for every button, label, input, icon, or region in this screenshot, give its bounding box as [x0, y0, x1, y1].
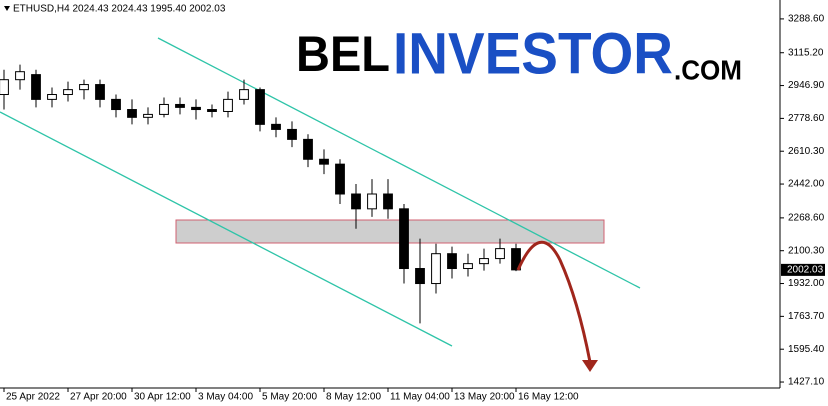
title-marker	[4, 6, 10, 11]
candle-body	[319, 158, 329, 165]
candle-body	[239, 89, 249, 100]
x-tick-label: 13 May 20:00	[454, 392, 515, 403]
y-tick-label: 2442.00	[788, 179, 825, 190]
candle-body	[63, 89, 73, 96]
candle-body	[159, 103, 169, 115]
forecast-arrow	[516, 240, 592, 363]
candle-body	[143, 113, 153, 118]
candle-body	[207, 109, 217, 112]
watermark-bel: BEL	[296, 26, 390, 82]
y-tick-label: 2100.30	[788, 245, 825, 256]
arrow-head	[582, 360, 598, 372]
x-tick-label: 3 May 04:00	[198, 392, 253, 403]
x-tick-label: 16 May 12:00	[518, 392, 579, 403]
last-price-box	[781, 263, 825, 276]
candle-body	[399, 208, 409, 270]
y-tick-label: 3288.60	[788, 14, 825, 25]
candle-body	[367, 193, 377, 210]
candle-body	[175, 103, 185, 108]
chart-title: ETHUSD,H4 2024.43 2024.43 1995.40 2002.0…	[13, 4, 226, 15]
candle-body	[383, 193, 393, 210]
candle-body	[47, 94, 57, 100]
candle-body	[127, 109, 137, 118]
watermark-com: .COM	[674, 54, 742, 85]
watermark-investor: INVESTOR	[393, 21, 673, 86]
x-tick-label: 8 May 12:00	[326, 392, 381, 403]
candle-body	[335, 163, 345, 195]
candle-body	[351, 193, 361, 210]
candle-body	[223, 98, 233, 112]
candle-body	[511, 248, 521, 271]
y-tick-label: 2778.60	[788, 113, 825, 124]
x-tick-label: 25 Apr 2022	[6, 392, 60, 403]
candle-body	[255, 89, 265, 125]
y-tick-label: 1763.70	[788, 311, 825, 322]
candle-body	[463, 263, 473, 270]
y-tick-label: 2610.30	[788, 146, 825, 157]
candle-body	[431, 253, 441, 285]
y-tick-label: 3115.20	[788, 47, 824, 58]
candle-body	[111, 98, 121, 111]
candle-body	[0, 79, 9, 96]
last-price-label: 2002.03	[787, 265, 824, 276]
candle-body	[415, 268, 425, 285]
candle-body	[271, 123, 281, 130]
candle-body	[287, 128, 297, 140]
candle-body	[15, 71, 25, 81]
candle-body	[95, 84, 105, 100]
resistance-zone	[175, 219, 605, 244]
candle-body	[495, 248, 505, 260]
y-tick-label: 1595.40	[788, 344, 825, 355]
candle-body	[191, 106, 201, 111]
channel-lower	[0, 111, 453, 347]
y-tick-label: 2268.60	[788, 213, 825, 224]
y-tick-label: 2946.90	[788, 80, 825, 91]
y-tick-label: 1427.10	[788, 377, 825, 388]
candle-body	[31, 74, 41, 100]
candle-body	[479, 258, 489, 265]
candle-body	[79, 84, 89, 91]
x-tick-label: 30 Apr 12:00	[134, 392, 191, 403]
x-tick-label: 5 May 20:00	[262, 392, 317, 403]
channel-upper	[157, 37, 641, 289]
candle-body	[303, 138, 313, 160]
y-tick-label: 1932.00	[788, 278, 825, 289]
x-tick-label: 11 May 04:00	[390, 392, 450, 403]
candle-body	[447, 253, 457, 270]
x-tick-label: 27 Apr 20:00	[70, 392, 127, 403]
candles	[0, 64, 521, 324]
